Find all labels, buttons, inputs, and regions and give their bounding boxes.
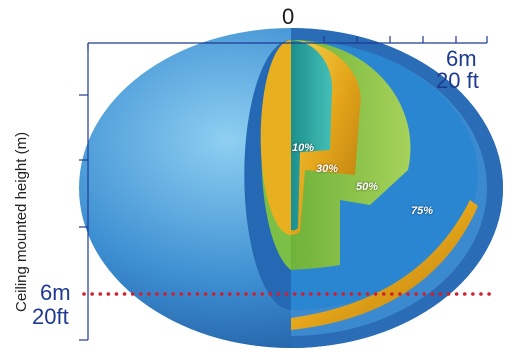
left-axis-extent-ft: 20ft	[32, 304, 69, 329]
zone-30-left	[260, 40, 291, 235]
left-axis	[79, 43, 89, 341]
zone-label-10: 10%	[292, 142, 315, 154]
top-axis-origin-label: 0	[282, 4, 295, 29]
zone-75-band	[291, 200, 478, 330]
zone-label-75: 75%	[411, 205, 434, 217]
zone-label-50: 50%	[356, 181, 379, 193]
zone-label-30: 30%	[316, 163, 339, 175]
zone-10	[291, 40, 333, 231]
left-axis-extent-m: 6m	[40, 280, 71, 305]
y-axis-label: Ceiling mounted height (m)	[13, 131, 30, 312]
top-axis-extent-m: 6m	[446, 46, 477, 71]
top-axis-extent-ft: 20 ft	[436, 68, 479, 93]
